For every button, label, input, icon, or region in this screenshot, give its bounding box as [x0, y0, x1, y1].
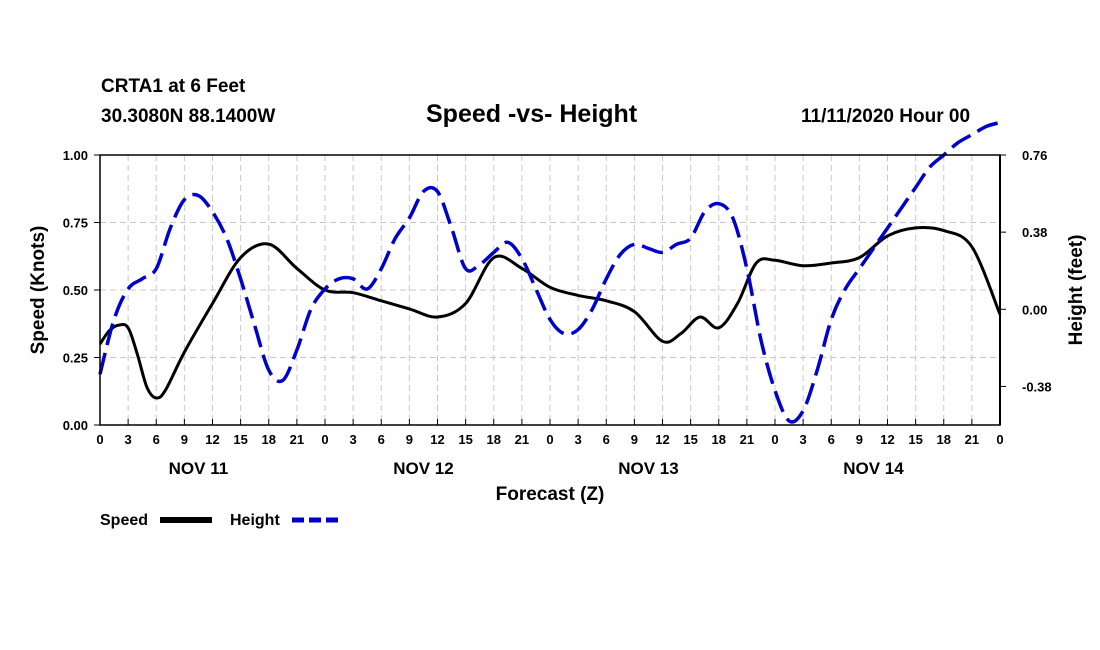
- legend: Speed Height: [100, 512, 342, 529]
- x-tick-label: 12: [430, 432, 444, 447]
- x-tick-label: 6: [153, 432, 160, 447]
- x-tick-label: 15: [458, 432, 472, 447]
- series-layer: [98, 120, 1002, 424]
- x-tick-label: 12: [655, 432, 669, 447]
- day-label: NOV 13: [618, 459, 678, 478]
- y-tick-label: 0.50: [63, 283, 88, 298]
- x-tick-label: 6: [828, 432, 835, 447]
- x-tick-label: 18: [937, 432, 951, 447]
- x-tick-label: 15: [233, 432, 247, 447]
- day-label: NOV 12: [393, 459, 453, 478]
- x-tick-label: 12: [205, 432, 219, 447]
- x-tick-label: 3: [125, 432, 132, 447]
- x-tick-label: 21: [965, 432, 979, 447]
- legend-height-label: Height: [230, 512, 280, 529]
- issue-time-label: 11/11/2020 Hour 00: [801, 106, 971, 127]
- y-axis-label: Speed (Knots): [28, 226, 49, 355]
- x-tick-label: 6: [603, 432, 610, 447]
- x-tick-label: 15: [908, 432, 922, 447]
- x-tick-label: 15: [683, 432, 697, 447]
- x-tick-label: 6: [378, 432, 385, 447]
- coordinates-label: 30.3080N 88.1400W: [101, 106, 276, 127]
- x-tick-label: 21: [290, 432, 304, 447]
- x-tick-label: 0: [771, 432, 778, 447]
- legend-speed-label: Speed: [100, 512, 148, 529]
- station-label: CRTA1 at 6 Feet: [101, 76, 246, 97]
- y2-tick-label: -0.38: [1022, 379, 1052, 394]
- x-tick-label: 9: [856, 432, 863, 447]
- x-tick-label: 3: [575, 432, 582, 447]
- x-tick-label: 18: [487, 432, 501, 447]
- y-tick-label: 0.25: [63, 351, 88, 366]
- y2-tick-label: 0.76: [1022, 148, 1047, 163]
- x-tick-label: 0: [321, 432, 328, 447]
- y-tick-label: 1.00: [63, 148, 88, 163]
- x-tick-label: 3: [800, 432, 807, 447]
- chart-title: Speed -vs- Height: [426, 100, 638, 128]
- x-tick-label: 21: [740, 432, 754, 447]
- y2-axis-label: Height (feet): [1066, 235, 1087, 346]
- axis-labels: 0 3 6 9 12 15 18 21 0 3 6 9 12 15 18 21 0 3 6 9 12 15 18 21 0 3 6 9…: [63, 148, 1052, 478]
- x-axis-label: Forecast (Z): [496, 484, 605, 505]
- x-tick-label: 9: [406, 432, 413, 447]
- x-tick-label: 0: [546, 432, 553, 447]
- x-tick-label: 21: [515, 432, 529, 447]
- day-label: NOV 11: [169, 459, 229, 478]
- speed-line: [98, 225, 1002, 400]
- axis-ticks: [94, 154, 1006, 426]
- x-tick-label: 18: [712, 432, 726, 447]
- x-tick-label: 18: [262, 432, 276, 447]
- grid-lines: [100, 155, 1000, 425]
- x-tick-label: 12: [880, 432, 894, 447]
- y2-tick-label: 0.38: [1022, 225, 1047, 240]
- x-tick-label: 9: [631, 432, 638, 447]
- x-tick-label: 0: [96, 432, 103, 447]
- x-tick-label: 9: [181, 432, 188, 447]
- height-line: [98, 120, 1001, 424]
- y2-tick-label: 0.00: [1022, 302, 1047, 317]
- x-tick-label: 0: [996, 432, 1003, 447]
- day-label: NOV 14: [843, 459, 904, 478]
- x-tick-label: 3: [350, 432, 357, 447]
- y-tick-label: 0.00: [63, 418, 88, 433]
- y-tick-label: 0.75: [63, 216, 88, 231]
